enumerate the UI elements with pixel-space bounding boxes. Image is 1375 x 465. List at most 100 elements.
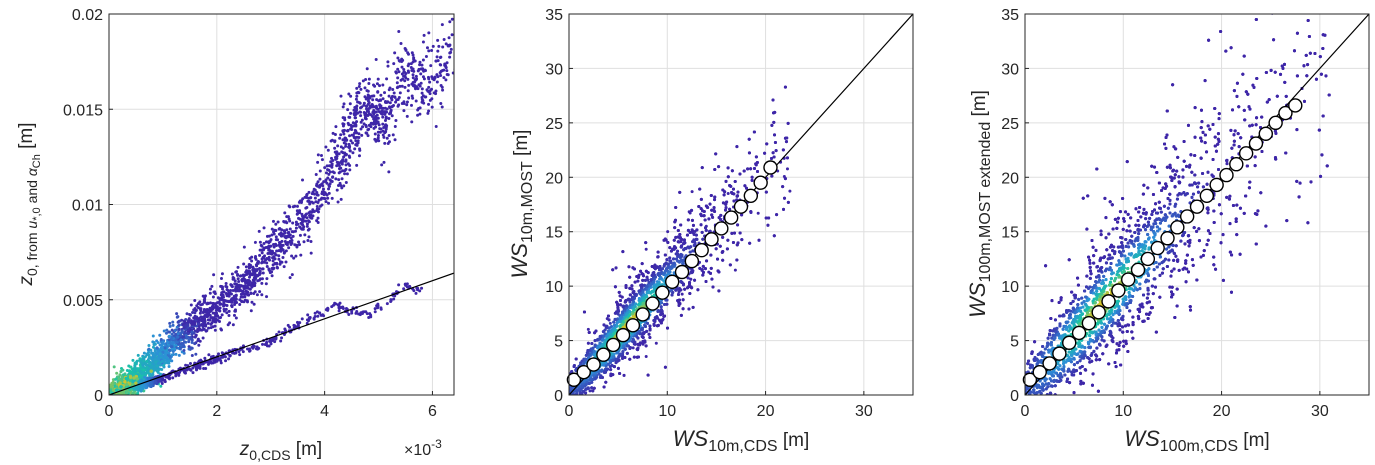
scatter-point bbox=[405, 100, 409, 104]
scatter-point bbox=[188, 362, 192, 366]
scatter-point bbox=[244, 265, 248, 269]
scatter-point bbox=[167, 330, 171, 334]
scatter-point bbox=[175, 315, 179, 319]
scatter-point bbox=[360, 311, 364, 315]
scatter-point bbox=[121, 390, 125, 394]
scatter-point bbox=[277, 241, 281, 245]
scatter-point bbox=[196, 365, 200, 369]
scatter-point bbox=[326, 196, 330, 200]
scatter-point bbox=[248, 349, 252, 353]
scatter-point bbox=[283, 211, 287, 215]
scatter-point bbox=[296, 324, 300, 328]
scatter-point bbox=[316, 180, 320, 184]
scatter-point bbox=[305, 222, 309, 226]
scatter-point bbox=[167, 334, 171, 338]
scatter-point bbox=[402, 109, 406, 113]
scatter-point bbox=[224, 307, 228, 311]
scatter-point bbox=[250, 300, 254, 304]
scatter-point bbox=[158, 363, 162, 367]
scatter-point bbox=[342, 102, 346, 106]
scatter-point bbox=[305, 224, 309, 228]
scatter-point bbox=[336, 303, 340, 307]
scatter-point bbox=[348, 149, 352, 153]
scatter-point bbox=[151, 345, 155, 349]
scatter-point bbox=[272, 232, 276, 236]
scatter-point bbox=[264, 240, 268, 244]
scatter-point bbox=[373, 132, 377, 136]
scatter-point bbox=[288, 276, 292, 280]
scatter-point bbox=[450, 33, 454, 37]
scatter-point bbox=[234, 351, 238, 355]
scatter-point bbox=[112, 365, 116, 369]
scatter-point bbox=[232, 276, 236, 280]
scatter-point bbox=[184, 318, 188, 322]
scatter-point bbox=[394, 100, 398, 104]
scatter-point bbox=[329, 160, 333, 164]
scatter-point bbox=[328, 170, 332, 174]
scatter-point bbox=[294, 226, 298, 230]
scatter-point bbox=[411, 96, 415, 100]
scatter-point bbox=[307, 227, 311, 231]
scatter-point bbox=[387, 105, 391, 109]
scatter-point bbox=[174, 332, 178, 336]
scatter-point bbox=[355, 91, 359, 95]
scatter-point bbox=[414, 99, 418, 103]
scatter-point bbox=[143, 375, 147, 379]
scatter-point bbox=[404, 48, 408, 52]
scatter-point bbox=[396, 76, 400, 80]
scatter-point bbox=[367, 81, 371, 85]
scatter-point bbox=[153, 380, 157, 384]
scatter-point bbox=[167, 359, 171, 363]
scatter-point bbox=[410, 120, 414, 124]
scatter-point bbox=[278, 262, 282, 266]
scatter-point bbox=[303, 195, 307, 199]
scatter-point bbox=[364, 310, 368, 314]
scatter-point bbox=[366, 128, 370, 132]
scatter-point bbox=[233, 282, 237, 286]
scatter-point bbox=[327, 172, 331, 176]
scatter-point bbox=[368, 106, 372, 110]
scatter-point bbox=[306, 199, 310, 203]
scatter-point bbox=[292, 323, 296, 327]
scatter-point bbox=[423, 68, 427, 72]
scatter-point bbox=[176, 332, 180, 336]
scatter-point bbox=[160, 359, 164, 363]
scatter-point bbox=[208, 306, 212, 310]
scatter-point bbox=[280, 260, 284, 264]
scatter-point bbox=[379, 127, 383, 131]
scatter-point bbox=[213, 292, 217, 296]
scatter-point bbox=[279, 339, 283, 343]
scatter-point bbox=[305, 216, 309, 220]
scatter-point bbox=[150, 351, 154, 355]
scatter-point bbox=[373, 120, 377, 124]
scatter-point bbox=[448, 55, 452, 59]
scatter-point bbox=[193, 322, 197, 326]
scatter-point bbox=[398, 84, 402, 88]
scatter-point bbox=[144, 363, 148, 367]
scatter-point bbox=[439, 55, 443, 59]
y-tick-label: 0.01 bbox=[72, 198, 103, 215]
scatter-point bbox=[418, 63, 422, 67]
scatter-point bbox=[356, 111, 360, 115]
scatter-point bbox=[388, 112, 392, 116]
scatter-point bbox=[225, 285, 229, 289]
scatter-point bbox=[333, 146, 337, 150]
scatter-point bbox=[153, 354, 157, 358]
scatter-point bbox=[262, 241, 266, 245]
scatter-point bbox=[180, 330, 184, 334]
scatter-point bbox=[227, 309, 231, 313]
scatter-point bbox=[402, 101, 406, 105]
scatter-point bbox=[155, 364, 159, 368]
scatter-point bbox=[167, 354, 171, 358]
scatter-point bbox=[430, 48, 434, 52]
scatter-point bbox=[231, 289, 235, 293]
scatter-point bbox=[234, 289, 238, 293]
scatter-point bbox=[118, 373, 122, 377]
scatter-point bbox=[298, 209, 302, 213]
scatter-point bbox=[387, 140, 391, 144]
scatter-point bbox=[209, 326, 213, 330]
scatter-point bbox=[175, 312, 179, 316]
scatter-point bbox=[309, 251, 313, 255]
scatter-point bbox=[440, 23, 444, 27]
scatter-point bbox=[284, 249, 288, 253]
